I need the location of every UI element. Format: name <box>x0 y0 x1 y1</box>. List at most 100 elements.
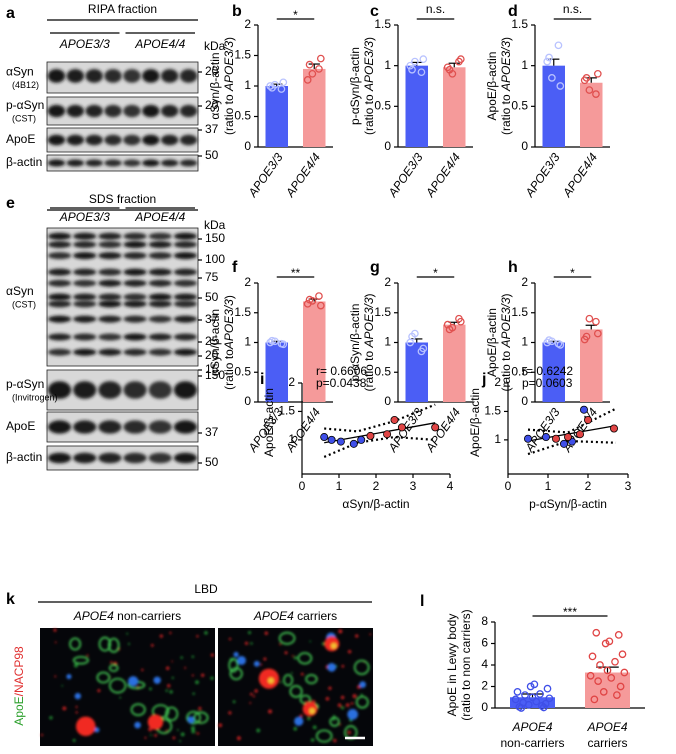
speck <box>352 694 357 699</box>
blot-band <box>173 279 197 287</box>
cell <box>329 716 340 727</box>
data-point <box>618 650 627 659</box>
x-tick-label: 4 <box>447 479 454 493</box>
cell <box>278 631 296 645</box>
blot-band <box>123 333 147 341</box>
micrograph <box>40 628 215 746</box>
speck <box>97 689 101 693</box>
y-tick-label: 6 <box>481 636 488 650</box>
speck <box>339 723 342 726</box>
data-point <box>545 694 554 703</box>
speck <box>180 656 183 659</box>
cell <box>98 636 112 652</box>
blot-band <box>142 159 160 167</box>
blot-band <box>85 134 103 146</box>
data-point <box>614 631 623 639</box>
speck <box>191 674 194 677</box>
blot-band <box>73 293 97 301</box>
y-tick-label: 1 <box>494 432 501 446</box>
speck <box>260 663 263 666</box>
data-point <box>327 435 336 444</box>
row-label: β-actin <box>6 155 42 169</box>
blot-band <box>48 420 72 434</box>
blot-band <box>173 452 197 464</box>
data-point <box>588 652 597 661</box>
data-point <box>593 329 602 338</box>
blot-strip <box>46 369 199 411</box>
y-tick-label: 2 <box>244 17 251 31</box>
marker-label: 75 <box>205 270 219 284</box>
blot-band <box>148 293 172 301</box>
speck <box>355 634 359 638</box>
marker-label: 50 <box>205 455 219 469</box>
blot-band <box>123 241 147 249</box>
image-label: APOE4 carriers <box>253 609 337 623</box>
speck <box>126 632 129 635</box>
speck <box>119 696 122 699</box>
data-point <box>517 704 526 712</box>
significance-label: n.s. <box>563 2 582 16</box>
speck <box>290 671 293 674</box>
row-label: p-αSyn <box>6 98 44 112</box>
x-axis-label: αSyn/β-actin <box>342 497 409 511</box>
speck <box>210 676 214 680</box>
y-tick-label: 0 <box>481 700 488 714</box>
blot-band <box>123 279 147 287</box>
x-tick-label: APOE4/4 <box>560 150 601 200</box>
blot-band <box>73 420 97 434</box>
nucleus <box>134 721 141 729</box>
speck <box>198 706 202 711</box>
x-axis-label: p-αSyn/β-actin <box>529 497 607 511</box>
data-point <box>539 703 548 712</box>
x-tick-label: APOE4 non-carriers <box>500 720 564 750</box>
blot-band <box>179 134 198 146</box>
blot-band <box>123 252 147 260</box>
y-tick-label: 0 <box>521 394 528 408</box>
row-label: ApoE <box>6 132 35 146</box>
blot-band <box>73 315 97 323</box>
blot-band <box>161 159 179 167</box>
bar <box>542 342 565 402</box>
speck <box>268 709 272 714</box>
speck <box>165 666 170 670</box>
bar <box>443 67 466 147</box>
data-point <box>528 693 537 702</box>
speck <box>228 637 232 641</box>
data-point <box>607 674 616 682</box>
speck <box>341 664 345 668</box>
data-point <box>556 82 565 90</box>
blot-band <box>173 268 197 276</box>
x-tick-label: APOE4/4 <box>423 150 464 200</box>
correlation-r: r= 0.6242 <box>522 364 573 378</box>
blot-band <box>173 300 197 308</box>
y-tick-label: 2 <box>521 275 528 289</box>
data-point <box>268 83 276 92</box>
confidence-band <box>324 403 436 433</box>
data-point <box>536 690 544 698</box>
blot-band <box>73 333 97 341</box>
data-point <box>542 433 551 442</box>
speck <box>154 733 158 737</box>
data-point <box>315 65 323 73</box>
significance-label: n.s. <box>426 2 445 16</box>
blot-band <box>98 300 122 308</box>
correlation-r: r= 0.6606 <box>316 364 367 378</box>
speck <box>73 663 78 668</box>
speck <box>165 729 168 731</box>
y-tick-label: 0.5 <box>511 99 528 113</box>
data-point <box>548 74 556 82</box>
cell <box>108 664 119 672</box>
blot-band <box>48 300 72 308</box>
bar <box>580 82 603 147</box>
nucleus <box>359 681 366 688</box>
blot-band <box>85 69 103 83</box>
data-point <box>554 41 563 50</box>
blot-band <box>173 333 197 341</box>
data-point <box>613 691 621 699</box>
data-point <box>279 78 288 87</box>
blot-band <box>48 241 72 249</box>
x-tick-label: 2 <box>585 479 592 493</box>
y-axis-label: (ratio toAPOE3/3) <box>222 295 236 390</box>
panel-letter: c <box>370 3 379 20</box>
blot-band <box>48 268 72 276</box>
